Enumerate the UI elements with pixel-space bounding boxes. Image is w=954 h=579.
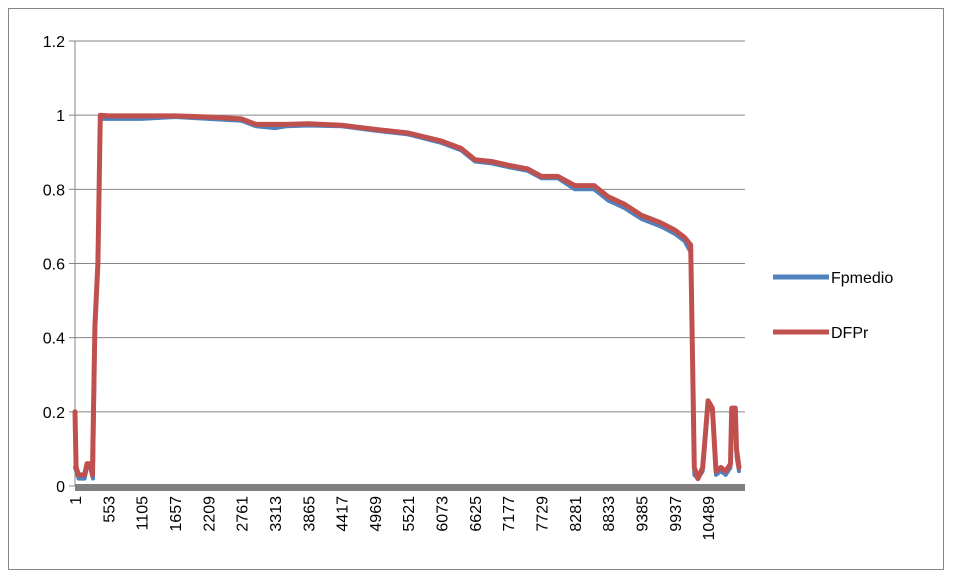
line-chart: 0 0.2 0.4 0.6 0.8 1 1.2 1 553 1105 1657 2209 2761 331…	[43, 34, 894, 541]
x-tick-label-19: 10489	[701, 496, 718, 541]
series-line-fpmedio	[73, 115, 741, 481]
x-tick-label-16: 8833	[601, 496, 618, 532]
x-tick-label-15: 8281	[568, 496, 585, 532]
legend-label-dfpr: DFPr	[831, 325, 869, 342]
series-line-dfpr	[72, 112, 742, 482]
x-tick-label-3: 1657	[168, 496, 185, 532]
y-tick-label-6: 1.2	[43, 34, 65, 51]
y-tick-label-0: 0	[56, 479, 65, 496]
y-tick-label-1: 0.2	[43, 405, 65, 422]
x-tick-label-9: 4969	[368, 496, 385, 532]
y-tick-label-4: 0.8	[43, 182, 65, 199]
x-tick-label-10: 5521	[401, 496, 418, 532]
legend: Fpmedio DFPr	[773, 270, 893, 342]
series-lines	[72, 112, 742, 482]
chart-frame: 0 0.2 0.4 0.6 0.8 1 1.2 1 553 1105 1657 2209 2761 331…	[8, 8, 944, 570]
x-tick-label-17: 9385	[634, 496, 651, 532]
x-tick-label-18: 9937	[668, 496, 685, 532]
x-tick-label-2: 1105	[135, 496, 152, 531]
y-tick-label-5: 1	[56, 108, 65, 125]
axes: 0 0.2 0.4 0.6 0.8 1 1.2 1 553 1105 1657 2209 2761 331…	[43, 34, 745, 541]
x-tick-label-1: 553	[101, 496, 118, 523]
legend-label-fpmedio: Fpmedio	[831, 270, 893, 287]
x-tick-label-0: 1	[68, 496, 85, 505]
x-tick-label-13: 7177	[501, 496, 518, 532]
x-tick-label-4: 2209	[201, 496, 218, 532]
x-tick-label-11: 6073	[435, 496, 452, 532]
x-tick-label-8: 4417	[335, 496, 352, 532]
y-tick-label-2: 0.4	[43, 331, 65, 348]
x-tick-label-6: 3313	[268, 496, 285, 532]
x-tick-label-14: 7729	[535, 496, 552, 532]
grid-lines	[75, 40, 745, 413]
x-tick-label-7: 3865	[301, 496, 318, 532]
x-axis-band	[75, 484, 745, 491]
x-tick-label-5: 2761	[235, 496, 252, 532]
x-tick-label-12: 6625	[468, 496, 485, 532]
y-tick-label-3: 0.6	[43, 257, 65, 274]
